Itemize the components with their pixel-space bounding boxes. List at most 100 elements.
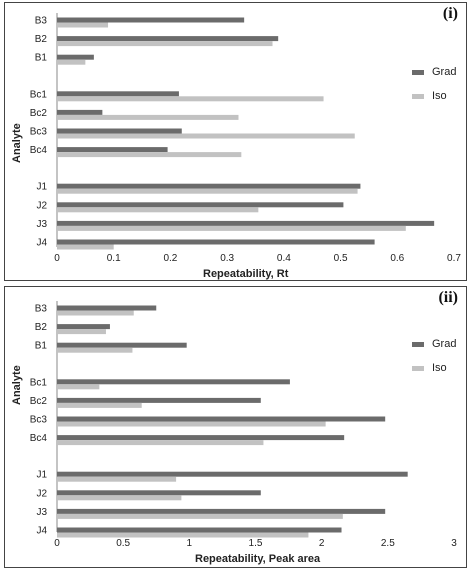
legend-item-iso: Iso [412,361,456,375]
y-category-label: J2 [36,488,47,499]
y-category-label: Bc4 [30,433,48,444]
bar-iso-j2 [57,495,182,501]
bar-iso-j4 [57,244,114,250]
y-category-label: J3 [36,219,47,230]
x-tick-label: 0.4 [277,253,291,264]
bar-iso-bc1 [57,384,100,390]
bar-grad-bc2 [57,109,103,115]
y-category-label: B3 [35,16,48,27]
bar-iso-b1 [57,347,133,353]
bar-iso-bc4 [57,152,242,158]
y-category-label: B3 [35,304,48,315]
bar-grad-bc1 [57,91,179,97]
legend-label-iso: Iso [432,362,447,374]
y-category-label: B2 [35,322,48,333]
x-tick-label: 1.5 [249,538,263,549]
bar-iso-j1 [57,476,177,482]
legend-label-grad: Grad [432,66,457,78]
bar-iso-b2 [57,41,273,47]
bar-grad-j4 [57,527,342,533]
bar-iso-bc3 [57,421,326,427]
panel-tag: (ii) [438,289,458,306]
bar-grad-b3 [57,305,157,311]
bar-grad-j3 [57,220,435,226]
y-category-label: Bc1 [30,377,48,388]
y-category-label: B1 [35,53,48,64]
y-category-label: B1 [35,341,48,352]
legend-swatch-iso [412,93,424,99]
legend-item-grad: Grad [412,337,456,351]
x-tick-label: 0.3 [220,253,234,264]
legend: Grad Iso [412,337,456,385]
y-category-label: Bc4 [30,145,48,156]
bar-grad-b1 [57,54,94,60]
bar-grad-b1 [57,342,187,348]
x-axis-label: Repeatability, Rt [203,268,289,280]
y-category-label: J3 [36,507,47,518]
bar-iso-bc4 [57,440,264,446]
bar-grad-b3 [57,17,245,23]
y-category-label: J2 [36,200,47,211]
x-tick-label: 0.5 [116,538,130,549]
x-tick-label: 0.2 [163,253,177,264]
y-category-label: Bc3 [30,415,48,426]
panel-tag: (i) [442,5,458,22]
x-axis-label: Repeatability, Peak area [195,553,321,565]
legend: Grad Iso [412,65,456,113]
bar-grad-j2 [57,490,261,496]
bar-iso-b3 [57,310,134,316]
chart-plot-ii: 0 0.5 1 1.5 2 2.5 3 B3 B2 B1 Bc1 Bc2 Bc3 Bc4 J1 J2 J3 J4 [30,301,457,549]
y-category-label: Bc3 [30,127,48,138]
x-tick-label: 0.1 [107,253,121,264]
y-category-label: Bc1 [30,89,48,100]
bar-iso-bc3 [57,133,355,139]
x-tick-label: 2.5 [381,538,395,549]
bar-iso-b1 [57,59,86,65]
x-tick-label: 2 [319,538,325,549]
legend-label-iso: Iso [432,90,447,102]
y-axis-label: Analyte [11,365,23,405]
y-category-label: Bc2 [30,108,48,119]
bar-grad-bc1 [57,379,290,385]
legend-item-iso: Iso [412,89,456,103]
y-category-label: J1 [36,182,47,193]
bar-iso-bc2 [57,402,142,408]
bar-iso-b3 [57,22,109,28]
legend-swatch-grad [412,341,424,347]
legend-swatch-grad [412,69,424,75]
bar-iso-j1 [57,188,358,194]
bar-iso-bc1 [57,96,324,102]
chart-panel-ii: 0 0.5 1 1.5 2 2.5 3 B3 B2 B1 Bc1 Bc2 Bc3 Bc4 J1 J2 J3 J4 … [4,286,467,568]
y-category-label: J4 [36,238,47,249]
bar-grad-j1 [57,183,361,189]
bar-iso-j2 [57,207,259,213]
legend-label-grad: Grad [432,338,457,350]
legend-swatch-iso [412,365,424,371]
y-category-label: Bc2 [30,396,48,407]
bar-iso-j3 [57,513,343,519]
x-tick-label: 0.6 [390,253,404,264]
bar-grad-b2 [57,36,279,42]
y-category-label: J4 [36,526,47,537]
x-tick-label: 0 [54,253,60,264]
x-tick-label: 0 [54,538,60,549]
x-tick-label: 0.5 [334,253,348,264]
x-tick-label: 1 [187,538,193,549]
bar-iso-j3 [57,225,406,231]
bar-iso-b2 [57,329,106,335]
bar-grad-bc4 [57,147,168,153]
bar-iso-bc2 [57,114,239,120]
bar-grad-j1 [57,471,408,477]
y-category-label: J1 [36,470,47,481]
bar-grad-j4 [57,239,375,245]
x-tick-label: 3 [451,538,457,549]
chart-plot-i: 0 0.1 0.2 0.3 0.4 0.5 0.6 0.7 B3 B2 B1 Bc1 Bc2 Bc3 Bc4… [30,13,461,264]
bar-grad-j3 [57,508,386,514]
bar-grad-b2 [57,324,110,330]
legend-item-grad: Grad [412,65,456,79]
x-tick-label: 0.7 [447,253,461,264]
bar-grad-bc3 [57,416,386,422]
y-category-label: B2 [35,34,48,45]
bar-grad-j2 [57,202,344,208]
chart-panel-i: 0 0.1 0.2 0.3 0.4 0.5 0.6 0.7 B3 B2 B1 Bc1 Bc2 Bc3 Bc4… [4,2,467,281]
